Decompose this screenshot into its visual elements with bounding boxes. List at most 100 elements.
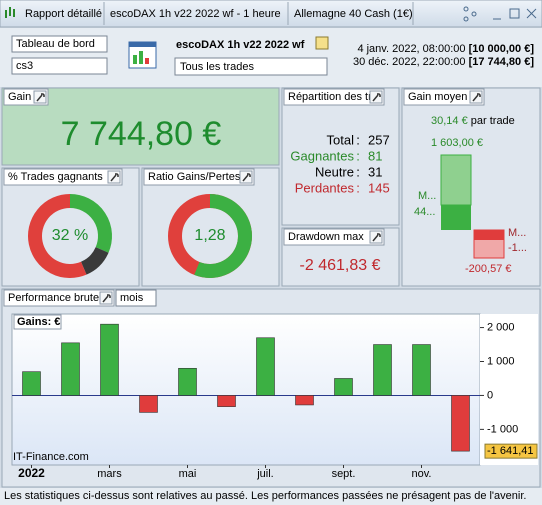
row-sep: : <box>356 148 360 163</box>
bar <box>217 395 236 407</box>
row-label: Total <box>327 132 355 147</box>
row-value: 31 <box>368 164 382 179</box>
watermark: IT-Finance.com <box>13 451 89 463</box>
donut-segment <box>28 194 87 278</box>
row-label: Perdantes <box>295 180 355 195</box>
panel-header <box>143 168 255 186</box>
start-date: 4 janv. 2022, 08:00:00 [10 000,00 €] <box>357 43 534 55</box>
panel-title: Gain moyen <box>408 91 467 103</box>
row-label: Gagnantes <box>290 148 354 163</box>
start-capital: [10 000,00 €] <box>469 43 535 55</box>
panel-title: Drawdown max <box>288 231 364 243</box>
wrench-icon <box>372 233 381 242</box>
panel-title: % Trades gagnants <box>8 171 103 183</box>
row-value: 257 <box>368 132 390 147</box>
drawdown-value: -2 461,83 € <box>300 257 381 274</box>
wrench-icon <box>36 93 45 102</box>
tab[interactable]: Rapport détaillé <box>25 8 102 20</box>
donut-segment <box>80 246 109 275</box>
bar <box>61 342 80 396</box>
y-axis-area <box>480 314 538 465</box>
app-icon <box>5 7 15 18</box>
win-bar-inner <box>441 205 471 230</box>
y-tick-label: 1 000 <box>487 355 515 367</box>
period-select-text: mois <box>120 292 144 304</box>
bar <box>22 371 41 396</box>
per-trade: 30,14 € par trade <box>431 115 515 127</box>
x-tick-label: nov. <box>412 468 432 480</box>
panel-header <box>283 228 385 246</box>
bar <box>100 323 119 396</box>
row-value: 145 <box>368 180 390 195</box>
win-rate-donut <box>28 194 112 278</box>
x-tick-label: mars <box>97 468 122 480</box>
profile-select[interactable] <box>11 57 108 75</box>
edit-icon[interactable] <box>315 36 329 50</box>
tab[interactable]: Allemagne 40 Cash (1€) <box>294 8 413 20</box>
win-rate-label: 32 % <box>52 227 88 244</box>
trades-select-text: Tous les trades <box>180 61 254 73</box>
bar <box>373 344 392 396</box>
report-icon[interactable] <box>128 41 157 69</box>
wrench-icon <box>242 173 251 182</box>
panel-header <box>3 168 123 186</box>
ratio-donut <box>168 194 252 278</box>
value-label: -1 641,41 <box>487 445 533 457</box>
panel-title: Performance brute <box>8 292 99 304</box>
gain-value: 7 744,80 € <box>61 115 222 153</box>
win-label: 44... <box>414 206 435 218</box>
panel-title: Gain <box>8 91 31 103</box>
panel-title: Répartition des tr... <box>288 91 380 103</box>
footer-bar <box>0 488 542 505</box>
bar <box>256 337 275 396</box>
loss-avg: -200,57 € <box>465 263 511 275</box>
period-select[interactable] <box>115 289 157 307</box>
tab[interactable]: escoDAX 1h v22 2022 wf - 1 heure <box>110 8 281 20</box>
win-label: M... <box>418 190 436 202</box>
panel-header <box>403 88 485 106</box>
footer: Les statistiques ci-dessus sont relative… <box>4 490 526 502</box>
y-label: Gains: € <box>17 316 60 328</box>
bar <box>295 395 314 406</box>
view-select-text: Tableau de bord <box>16 38 95 50</box>
bar <box>412 344 431 396</box>
ratio-label: 1,28 <box>194 227 225 244</box>
bar <box>334 378 353 396</box>
panel-title: Ratio Gains/Pertes <box>148 171 241 183</box>
gain-panel <box>1 87 280 166</box>
row-sep: : <box>356 164 360 179</box>
row-value: 81 <box>368 148 382 163</box>
profile-select-text: cs3 <box>16 60 33 72</box>
end-capital: [17 744,80 €] <box>469 56 535 68</box>
bar-chart: -1 000 0 1 000 2 000 2022 mars mai juil. sept. no… <box>12 321 538 480</box>
loss-label: M... <box>508 227 526 239</box>
wrench-icon <box>110 173 119 182</box>
value-label-box <box>484 443 538 459</box>
x-tick-label: sept. <box>332 468 356 480</box>
title-bar <box>0 0 542 28</box>
bar <box>139 395 158 413</box>
row-sep: : <box>356 132 360 147</box>
start: 4 janv. 2022, 08:00:00 <box>357 43 465 55</box>
y-tick-label: 2 000 <box>487 321 515 333</box>
plot-area <box>11 313 481 466</box>
bar <box>451 395 470 452</box>
donut-segment <box>69 194 112 253</box>
loss-bar-inner <box>474 230 504 240</box>
window-controls[interactable] <box>463 6 537 22</box>
wrench-icon <box>472 93 481 102</box>
win-bar <box>440 154 472 206</box>
per-trade-suffix: par trade <box>471 115 515 127</box>
win-avg: 1 603,00 € <box>431 137 483 149</box>
panel-header <box>3 289 115 307</box>
y-label-box <box>13 314 62 330</box>
per-trade-value: 30,14 € <box>431 115 468 127</box>
trades-select[interactable] <box>174 57 328 76</box>
view-select[interactable] <box>11 35 108 53</box>
end: 30 déc. 2022, 22:00:00 <box>353 56 466 68</box>
loss-label: -1... <box>508 242 527 254</box>
x-tick-label: mai <box>179 468 197 480</box>
row-sep: : <box>356 180 360 195</box>
system-name: escoDAX 1h v22 2022 wf <box>176 39 305 51</box>
